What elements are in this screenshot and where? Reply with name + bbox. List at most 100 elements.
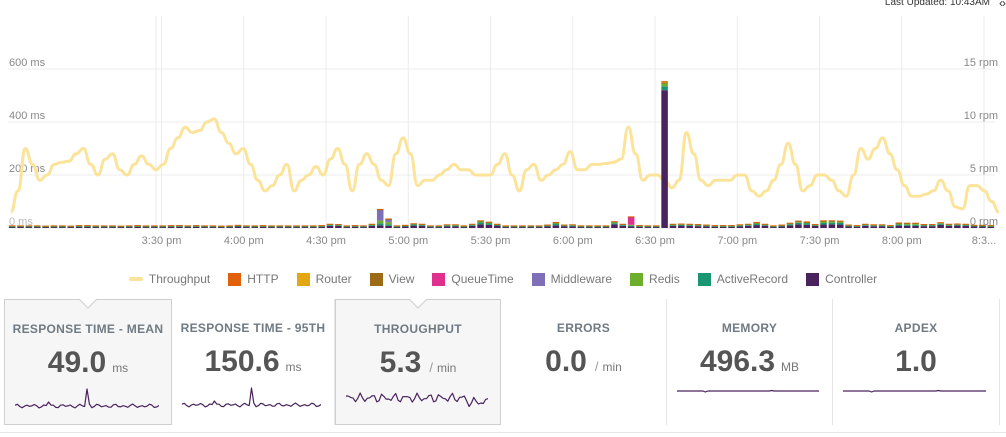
expand-arrows-icon[interactable]: ‹› xyxy=(999,0,1006,10)
bar-segment-activerecord xyxy=(703,225,710,227)
legend-label: Controller xyxy=(825,272,878,286)
bar-segment-controller xyxy=(92,226,100,228)
bar-segment-http xyxy=(59,225,66,227)
metric-value-group: 496.3 MB xyxy=(667,345,832,379)
bar-segment-http xyxy=(669,223,677,225)
bar-segment-activerecord xyxy=(652,226,660,228)
bar-segment-http xyxy=(527,225,535,227)
bar-segment-http xyxy=(795,220,802,222)
bar-segment-activerecord xyxy=(987,226,995,227)
bar-segment-http xyxy=(979,224,986,226)
bar-segment-controller xyxy=(435,226,443,228)
bar-segment-http xyxy=(351,225,359,226)
bar-segment-controller xyxy=(837,224,844,228)
bar-segment-activerecord xyxy=(284,226,292,228)
bar-segment-redis xyxy=(385,222,392,225)
bar-segment-activerecord xyxy=(443,225,451,227)
metric-card-errors[interactable]: ERRORS 0.0 /min xyxy=(501,299,667,425)
metric-card-apdex[interactable]: APDEX 1.0 xyxy=(833,299,1000,425)
bar-segment-controller xyxy=(142,226,150,228)
bar-segment-http xyxy=(560,224,568,226)
bar-segment-http xyxy=(962,223,969,225)
bar-segment-controller xyxy=(8,226,16,228)
bar-segment-http xyxy=(410,223,417,225)
metric-card-response-time-95th[interactable]: RESPONSE TIME - 95TH 150.6 ms xyxy=(172,299,335,425)
bar-segment-controller xyxy=(243,226,250,228)
bar-segment-activerecord xyxy=(326,225,334,226)
bar-segment-http xyxy=(293,225,300,227)
bar-segment-controller xyxy=(117,226,125,228)
legend-item-http[interactable]: HTTP xyxy=(228,272,279,286)
bar-segment-redis xyxy=(552,222,560,225)
bar-segment-http xyxy=(694,224,702,225)
bar-segment-activerecord xyxy=(59,226,66,228)
legend-item-redis[interactable]: Redis xyxy=(630,272,680,286)
bar-segment-controller xyxy=(560,226,568,228)
legend-item-throughput[interactable]: Throughput xyxy=(128,272,211,286)
bar-segment-http xyxy=(728,225,735,226)
bar-segment-activerecord xyxy=(544,225,551,227)
bar-segment-activerecord xyxy=(820,222,827,225)
bar-segment-http xyxy=(494,223,501,225)
bar-segment-redis xyxy=(837,221,844,223)
bar-segment-http xyxy=(368,223,376,225)
bar-segment-controller xyxy=(17,226,24,228)
y-axis-right-tick: 5 rpm xyxy=(970,163,998,175)
bar-segment-http xyxy=(837,220,844,222)
bar-segment-activerecord xyxy=(84,226,91,227)
bar-segment-http xyxy=(427,225,434,227)
bar-segment-redis xyxy=(820,221,827,223)
metric-card-response-time-mean[interactable]: RESPONSE TIME - MEAN 49.0 ms xyxy=(4,299,172,425)
bar-segment-http xyxy=(209,225,217,227)
legend-item-view[interactable]: View xyxy=(369,272,414,286)
bar-segment-activerecord xyxy=(92,226,100,228)
bar-segment-activerecord xyxy=(970,225,978,227)
bar-segment-http xyxy=(443,224,451,226)
bar-segment-http xyxy=(142,225,150,227)
legend-label: Throughput xyxy=(148,272,211,286)
bar-segment-controller xyxy=(443,226,451,228)
legend-item-middleware[interactable]: Middleware xyxy=(531,272,612,286)
bar-segment-controller xyxy=(594,226,601,228)
x-axis-tick: 8:3... xyxy=(972,235,996,247)
bar-segment-activerecord xyxy=(201,226,208,228)
bar-segment-controller xyxy=(878,226,886,228)
legend-item-controller[interactable]: Controller xyxy=(806,272,877,286)
bar-segment-http xyxy=(987,225,995,226)
bar-segment-controller xyxy=(795,224,802,228)
legend-item-router[interactable]: Router xyxy=(296,272,352,286)
bar-segment-activerecord xyxy=(276,226,284,228)
bar-segment-http xyxy=(519,225,526,227)
bar-segment-controller xyxy=(527,226,535,228)
metric-card-memory[interactable]: MEMORY 496.3 MB xyxy=(667,299,833,425)
x-axis-tick: 5:30 pm xyxy=(471,235,511,247)
bar-segment-http xyxy=(284,225,292,227)
bar-segment-view xyxy=(795,221,802,222)
bar-segment-view xyxy=(828,220,836,222)
legend-item-activerecord[interactable]: ActiveRecord xyxy=(697,272,788,286)
bar-segment-activerecord xyxy=(828,222,836,225)
x-axis-tick: 7:00 pm xyxy=(717,235,757,247)
legend-swatch xyxy=(432,272,446,286)
bar-segment-activerecord xyxy=(268,226,275,228)
bar-segment-http xyxy=(460,225,468,227)
bar-segment-activerecord xyxy=(552,224,560,226)
bar-segment-http xyxy=(535,225,543,227)
metric-card-throughput[interactable]: THROUGHPUT 5.3 / min xyxy=(335,299,501,425)
bar-segment-http xyxy=(418,223,426,225)
sparkline xyxy=(182,387,321,408)
metric-value: 5.3 xyxy=(379,346,422,379)
bar-segment-controller xyxy=(75,226,83,228)
bar-segment-activerecord xyxy=(109,226,116,228)
metric-unit: min xyxy=(437,361,457,375)
bar-segment-controller xyxy=(343,226,351,228)
bar-segment-controller xyxy=(100,226,108,228)
bar-segment-controller xyxy=(586,226,593,228)
bar-segment-http xyxy=(310,225,317,227)
bar-segment-view xyxy=(661,82,668,84)
bar-segment-view xyxy=(803,221,811,223)
bar-segment-activerecord xyxy=(494,224,501,226)
bar-segment-controller xyxy=(853,226,861,228)
legend-item-queuetime[interactable]: QueueTime xyxy=(432,272,514,286)
bar-segment-activerecord xyxy=(192,226,200,227)
